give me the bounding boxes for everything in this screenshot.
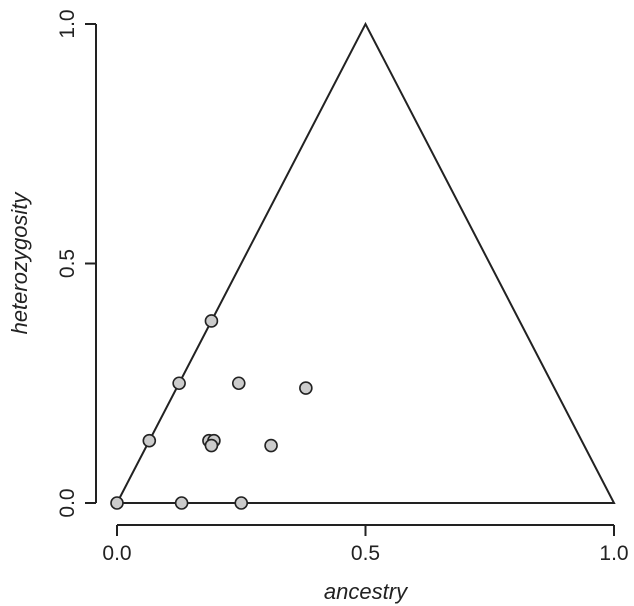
data-point bbox=[299, 381, 313, 395]
x-axis-title: ancestry bbox=[324, 579, 409, 604]
triangle-boundary bbox=[115, 21, 616, 504]
data-point bbox=[231, 376, 246, 391]
x-tick-label: 0.5 bbox=[351, 542, 380, 565]
data-point bbox=[234, 496, 249, 510]
y-tick-label: 1.0 bbox=[56, 9, 79, 38]
data-point bbox=[204, 314, 219, 328]
x-tick-label: 0.0 bbox=[102, 542, 131, 565]
data-point bbox=[204, 438, 219, 453]
y-axis-title: heterozygosity bbox=[7, 191, 32, 335]
triangle-outline bbox=[115, 21, 616, 504]
y-tick-label: 0.0 bbox=[56, 488, 79, 517]
data-point bbox=[174, 496, 189, 510]
data-point bbox=[264, 438, 278, 453]
data-point bbox=[172, 376, 186, 391]
x-tick-label: 1.0 bbox=[599, 542, 628, 565]
data-points bbox=[110, 314, 313, 510]
data-point bbox=[142, 433, 157, 448]
axes: 0.0 0.5 1.0 0.0 0.5 1.0 ancestry heterozygosity bbox=[7, 9, 629, 604]
y-tick-label: 0.5 bbox=[56, 249, 79, 278]
data-point bbox=[110, 496, 124, 510]
